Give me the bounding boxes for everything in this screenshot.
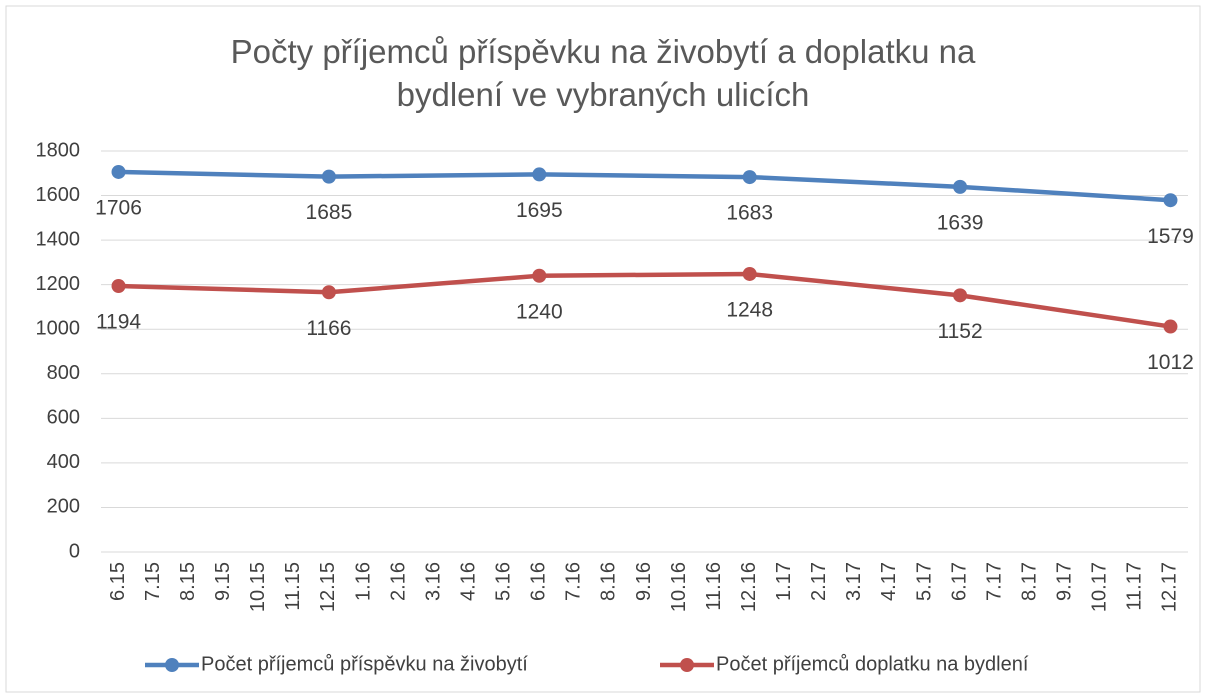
x-tick-label: 3.16 [422,562,444,601]
y-tick-label: 0 [69,540,80,562]
data-point [111,279,126,294]
data-label: 1695 [516,199,563,222]
legend-label: Počet příjemců příspěvku na živobytí [201,653,528,675]
data-label: 1240 [516,300,563,323]
x-tick-label: 9.17 [1054,562,1076,601]
x-tick-label: 7.17 [983,562,1005,601]
x-tick-label: 12.16 [738,562,760,612]
data-point [1163,319,1178,334]
data-label: 1194 [96,311,141,334]
legend-label: Počet příjemců doplatku na bydlení [716,653,1029,675]
x-tick-label: 9.16 [633,562,655,601]
data-label: 1152 [937,320,982,343]
x-tick-label: 12.15 [317,562,339,612]
data-label: 1248 [726,299,773,322]
chart-title: Počty příjemců příspěvku na živobytí a d… [230,33,976,113]
data-point [321,169,336,184]
x-tick-label: 5.16 [493,562,515,601]
x-tick-label: 11.17 [1124,562,1146,611]
data-label: 1706 [95,196,142,219]
data-point [532,268,547,283]
data-point [742,170,757,185]
legend-item: Počet příjemců doplatku na bydlení [660,653,1029,675]
series-line [118,271,1171,329]
x-tick-label: 6.15 [107,562,129,601]
legend-marker [165,658,179,672]
data-point [953,288,968,303]
x-tick-label: 10.16 [668,562,690,612]
x-tick-label: 4.16 [457,562,479,601]
x-tick-label: 4.17 [878,562,900,601]
series-line [118,169,1171,203]
y-tick-label: 200 [47,496,80,518]
data-label: 1012 [1147,351,1194,374]
data-label: 1639 [937,211,984,234]
x-tick-label: 11.15 [282,562,304,611]
y-tick-label: 1000 [36,318,81,340]
x-tick-label: 11.16 [703,562,725,611]
x-tick-label: 12.17 [1159,562,1181,612]
x-tick-label: 8.17 [1018,562,1040,601]
y-tick-label: 1600 [36,184,81,206]
x-tick-label: 6.16 [528,562,550,601]
x-tick-label: 1.16 [352,562,374,601]
x-tick-label: 7.16 [563,562,585,601]
y-tick-label: 400 [47,451,80,473]
data-label: 1683 [726,202,773,225]
x-tick-label: 10.15 [247,562,269,612]
x-tick-label: 5.17 [913,562,935,601]
y-tick-label: 600 [47,407,80,429]
chart-frame [5,5,1201,693]
data-point [532,167,547,182]
x-tick-label: 9.15 [212,562,234,601]
data-label: 1166 [306,317,351,340]
x-tick-label: 8.16 [598,562,620,601]
data-label: 1685 [306,201,353,224]
y-tick-label: 1800 [36,139,81,161]
x-tick-label: 6.17 [948,562,970,601]
y-tick-label: 800 [47,362,80,384]
x-tick-label: 2.17 [808,562,830,601]
x-tick-label: 8.15 [177,562,199,601]
y-tick-label: 1400 [36,228,81,250]
data-point [742,266,757,281]
x-tick-label: 7.15 [142,562,164,601]
x-tick-label: 3.17 [843,562,865,601]
x-tick-label: 10.17 [1089,562,1111,612]
data-point [111,164,126,179]
x-tick-label: 1.17 [773,562,795,601]
y-tick-label: 1200 [36,273,81,295]
data-point [321,285,336,300]
legend-item: Počet příjemců příspěvku na živobytí [145,653,528,675]
data-point [953,179,968,194]
legend-marker [680,658,694,672]
x-tick-label: 2.16 [387,562,409,601]
data-point [1163,193,1178,208]
data-label: 1579 [1147,225,1194,248]
